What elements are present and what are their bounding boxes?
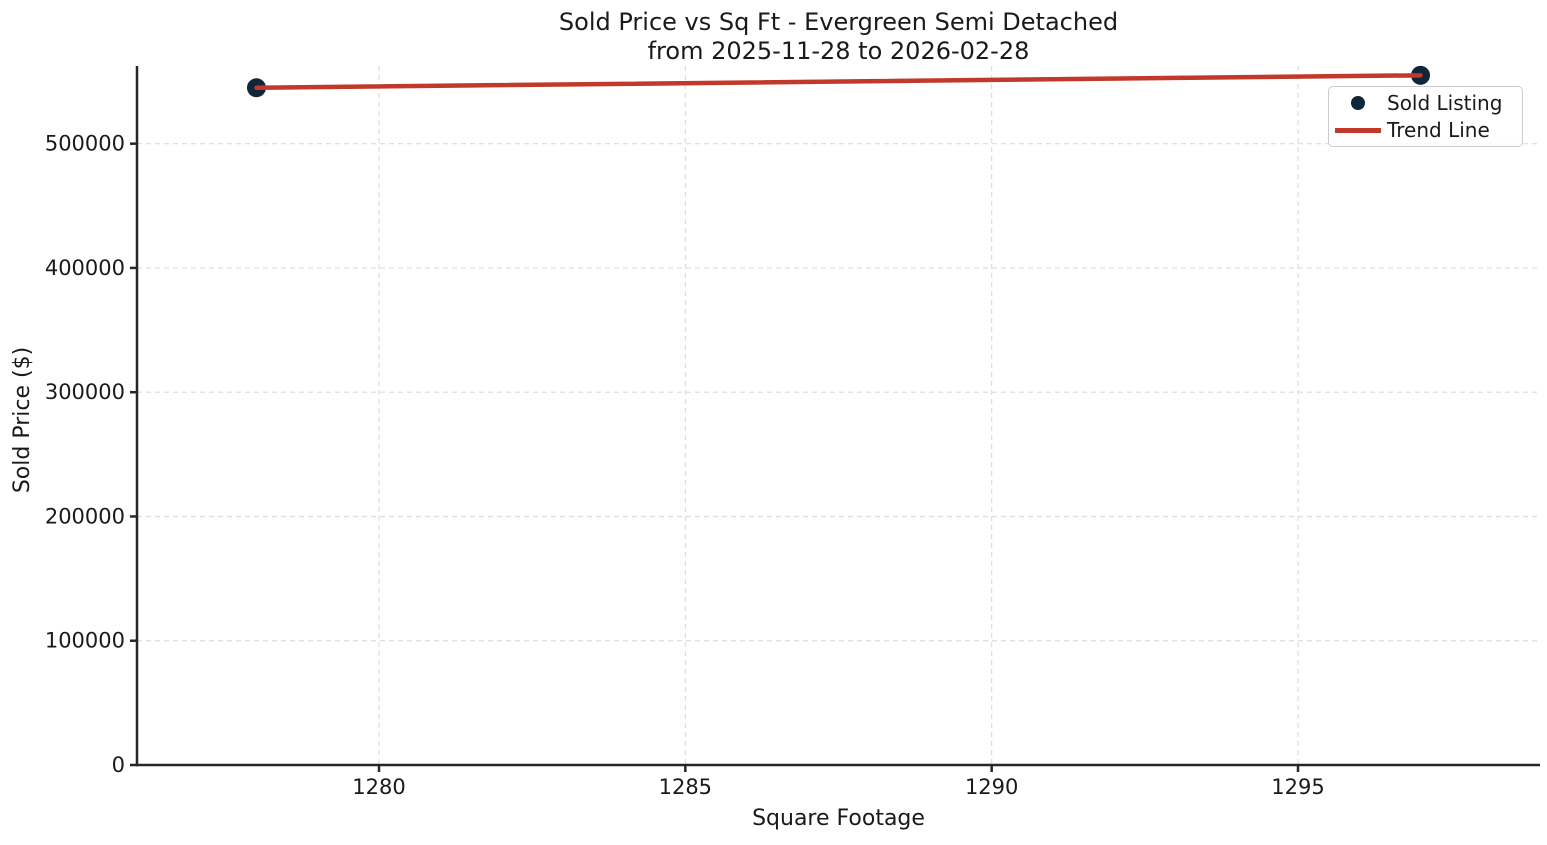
y-tick-label-400000: 400000 [45,256,125,280]
x-tick-label-1295: 1295 [1271,775,1324,799]
y-tick-label-100000: 100000 [45,629,125,653]
y-tick-label-200000: 200000 [45,504,125,528]
sold-listing-dot-icon [1351,95,1365,110]
y-tick-label-0: 0 [112,753,125,777]
legend-label-sold-listing: Sold Listing [1387,90,1503,115]
legend: Sold Listing Trend Line [1328,86,1523,147]
y-tick-label-300000: 300000 [45,380,125,404]
trend-line-marker-icon [1329,128,1387,133]
legend-label-trend-line: Trend Line [1387,118,1490,143]
y-tick-label-500000: 500000 [45,132,125,156]
x-tick-label-1290: 1290 [965,775,1018,799]
trend-line [254,73,1423,90]
chart-title-block: Sold Price vs Sq Ft - Evergreen Semi Det… [137,8,1540,66]
scatter-marker-icon [1329,95,1387,110]
y-axis-label: Sold Price ($) [10,346,35,494]
x-axis-label: Square Footage [752,806,925,831]
trend-line-swatch-icon [1335,128,1381,133]
x-tick-label-1280: 1280 [352,775,405,799]
x-tick-label-1285: 1285 [659,775,712,799]
chart-title: Sold Price vs Sq Ft - Evergreen Semi Det… [558,8,1119,36]
legend-item-trend-line: Trend Line [1329,117,1522,144]
chart-subtitle: from 2025-11-28 to 2026-02-28 [647,37,1030,65]
legend-item-sold-listing: Sold Listing [1329,89,1522,116]
